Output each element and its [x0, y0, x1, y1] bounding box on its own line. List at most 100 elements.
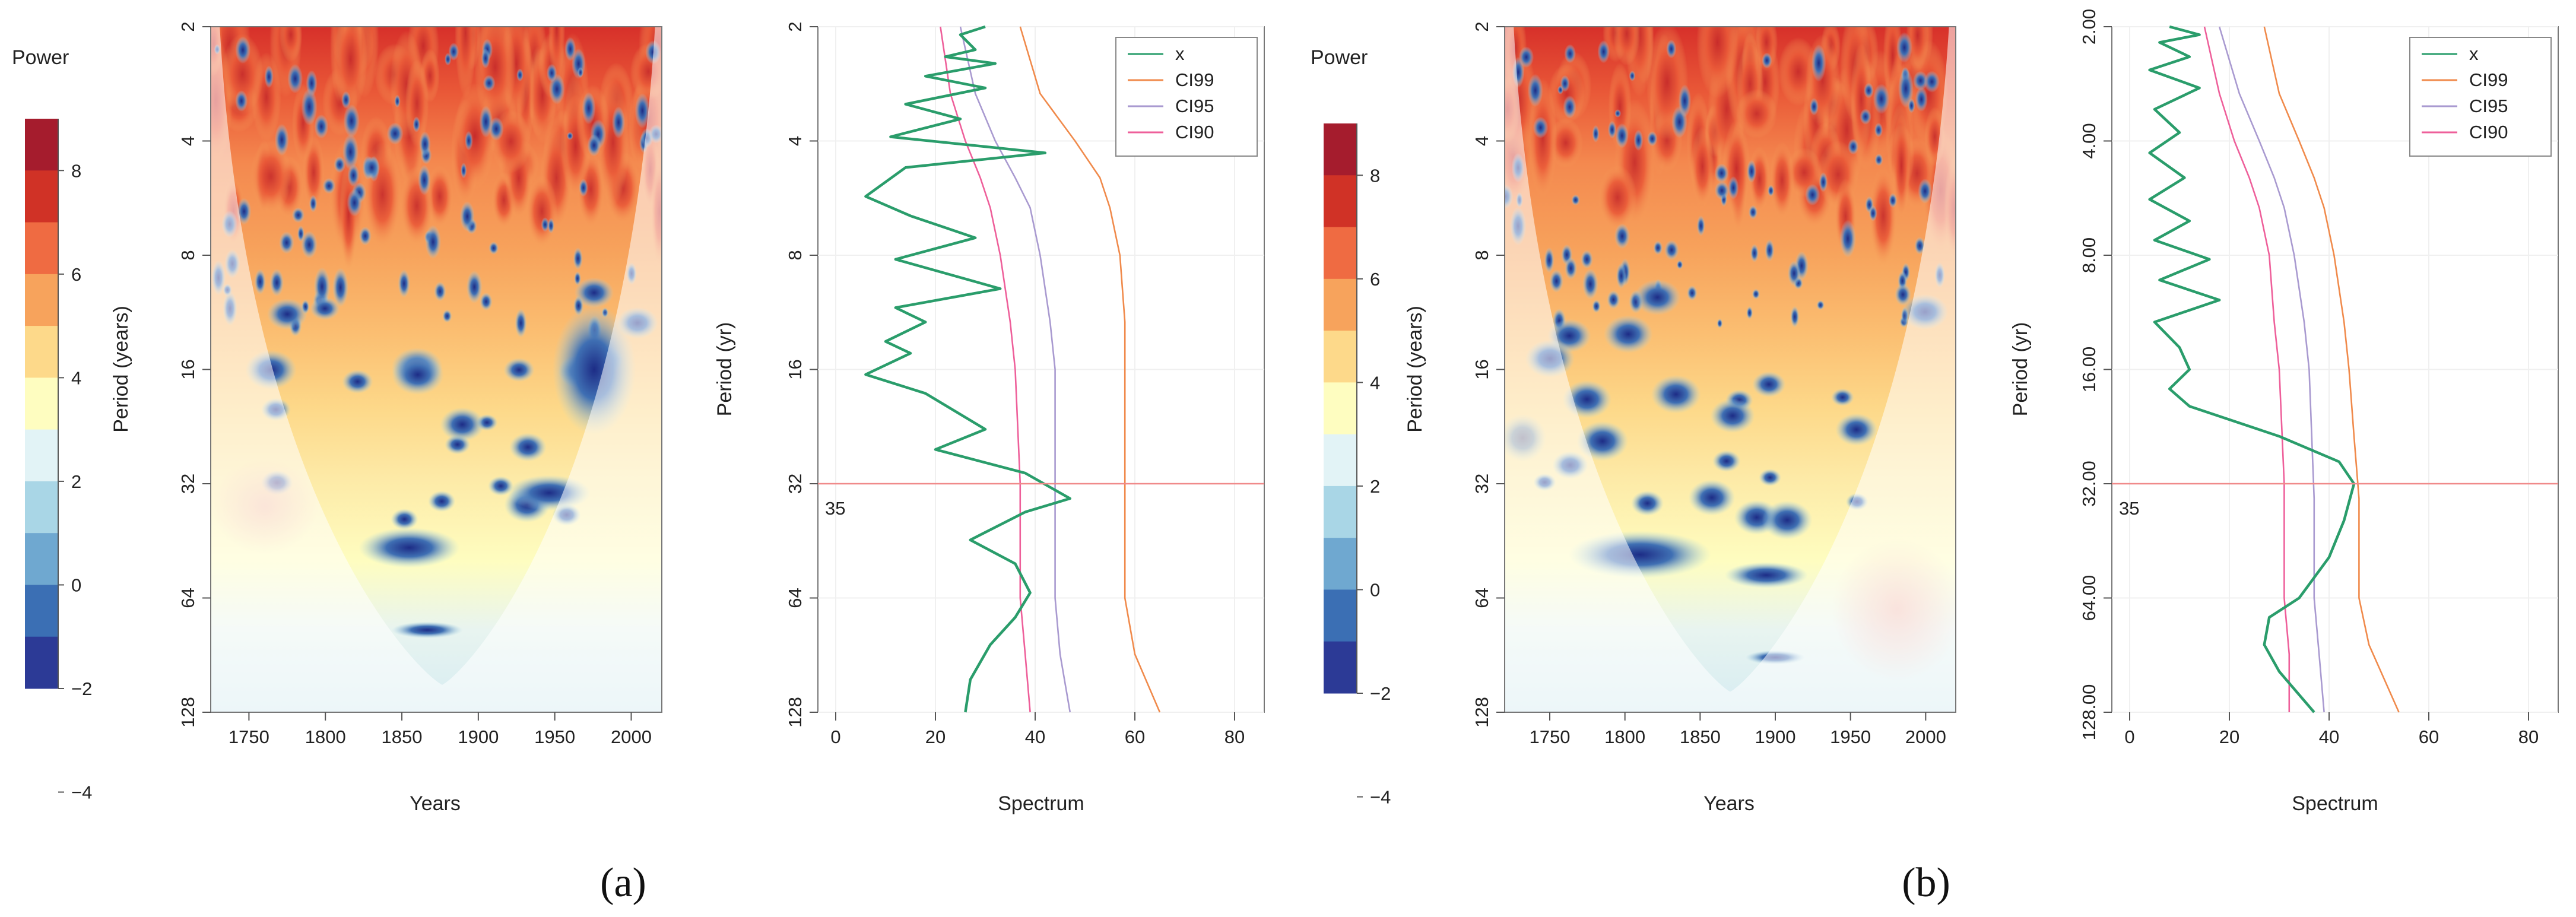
colorbar-swatch: [1324, 227, 1357, 280]
power-trough: [1748, 205, 1758, 220]
power-trough: [488, 241, 499, 255]
power-trough: [1913, 71, 1928, 91]
power-trough: [418, 164, 431, 196]
legend-label: x: [1175, 43, 1185, 64]
x-tick-label: 1850: [1680, 726, 1721, 747]
power-peak: [250, 139, 292, 214]
y-tick-label: 128: [1471, 697, 1492, 728]
colorbar-title: Power: [12, 46, 69, 69]
power-trough: [309, 195, 318, 212]
power-trough: [1762, 500, 1813, 540]
power-trough: [359, 527, 460, 568]
colorbar-tick-label: 2: [71, 471, 81, 492]
x-tick-label: 2000: [1905, 726, 1946, 747]
y-tick-label: 128: [785, 697, 805, 728]
legend: x CI99 CI95 CI90: [1115, 37, 1258, 157]
series-x: [864, 25, 1072, 713]
power-trough: [1616, 263, 1627, 289]
spectrum-a-xlabel: Spectrum: [998, 792, 1084, 815]
power-trough: [1571, 194, 1580, 206]
y-tick-label: 32: [1471, 474, 1492, 494]
power-peak: [1906, 27, 1930, 72]
x-tick-label: 1900: [1755, 726, 1796, 747]
power-trough: [1678, 84, 1692, 118]
power-trough: [332, 268, 349, 307]
power-trough: [279, 231, 294, 254]
power-peak: [279, 27, 303, 62]
power-trough: [1759, 468, 1782, 487]
x-tick-label: 80: [1224, 726, 1245, 747]
power-trough: [269, 268, 284, 297]
power-trough: [1614, 223, 1630, 249]
power-peak: [333, 27, 368, 111]
power-trough: [1688, 480, 1736, 516]
colorbar-swatch: [25, 326, 58, 378]
power-trough: [1664, 240, 1679, 260]
power-trough: [1597, 40, 1610, 64]
power-trough: [1765, 239, 1775, 262]
power-trough: [1582, 268, 1598, 300]
x-tick-label: 0: [2124, 726, 2134, 747]
power-peak: [1548, 118, 1583, 169]
x-tick-label: 1750: [1530, 726, 1571, 747]
y-tick-label: 4: [1471, 136, 1492, 146]
legend-label: CI95: [1175, 96, 1214, 116]
power-trough: [1686, 285, 1698, 301]
power-trough: [1811, 44, 1826, 82]
power-trough: [1752, 371, 1786, 398]
y-tick-label: 8: [177, 250, 198, 260]
heatmap-b-field: [1505, 27, 1956, 712]
colorbar-swatch: [25, 377, 58, 430]
power-trough: [1634, 279, 1681, 315]
y-tick-label: 8: [1471, 250, 1492, 260]
colorbar-tick-label: 6: [1370, 269, 1380, 290]
spectrum-b-xlabel: Spectrum: [2292, 792, 2378, 815]
power-trough: [1533, 116, 1549, 138]
series-x: [2148, 25, 2356, 713]
legend-label: x: [2469, 43, 2479, 64]
power-trough: [1696, 215, 1705, 236]
colorbar-swatch: [1324, 538, 1357, 590]
power-trough: [464, 131, 473, 151]
colorbar-tick-label: 4: [71, 367, 81, 388]
power-peak: [1850, 43, 1872, 155]
power-trough: [425, 225, 442, 259]
y-tick-label: 8.00: [2079, 237, 2099, 273]
power-trough: [413, 116, 420, 133]
power-trough: [1549, 269, 1564, 293]
colorbar-tick-label: −4: [71, 782, 92, 803]
colorbar-tick-label: −4: [1370, 787, 1391, 808]
power-trough: [566, 132, 573, 140]
power-peak: [1892, 113, 1911, 218]
power-trough: [1676, 259, 1683, 270]
period-marker-label: 35: [825, 498, 845, 519]
colorbar-swatch: [1324, 278, 1357, 331]
power-trough: [1544, 247, 1555, 273]
colorbar-tick-label: 0: [1370, 579, 1380, 600]
power-trough: [391, 354, 444, 395]
power-trough: [301, 88, 318, 126]
power-trough: [1563, 96, 1576, 119]
power-trough: [515, 308, 527, 338]
colorbar-swatch: [25, 119, 58, 171]
y-tick-label: 128: [177, 697, 198, 728]
power-trough: [428, 490, 456, 512]
power-trough: [573, 247, 583, 270]
heatmap-a-ylabel: Period (years): [110, 306, 132, 433]
power-trough: [459, 201, 475, 231]
colorbar-b: 8 6 4 2 0 −2 −4: [1324, 123, 1391, 808]
colorbar-tick-label: 0: [71, 575, 81, 595]
colorbar-swatch: [1324, 486, 1357, 538]
colorbar-tick-label: −2: [1370, 683, 1391, 704]
power-peak: [1696, 27, 1739, 99]
power-trough: [448, 42, 459, 61]
power-trough: [287, 64, 303, 94]
power-trough: [503, 358, 535, 382]
spectrum-b-plot: 35 0 20 40 60 80 2.00 4.00 8.00 16.00 32.00 64.00 12…: [2079, 9, 2558, 747]
x-tick-label: 1950: [1830, 726, 1871, 747]
legend-label: CI95: [2469, 96, 2508, 116]
power-trough: [1717, 318, 1723, 329]
power-trough: [488, 476, 514, 496]
